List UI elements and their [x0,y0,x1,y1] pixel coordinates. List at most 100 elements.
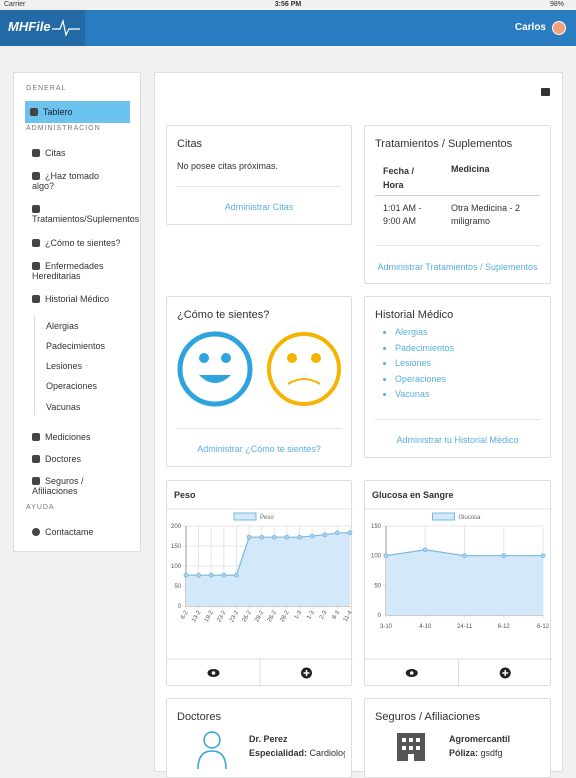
divider [375,195,540,196]
point [334,530,340,536]
area [186,532,350,606]
section-title: AYUDA [26,504,55,511]
point [383,553,389,559]
sub-item[interactable]: Lesiones [46,361,83,371]
sub-item[interactable]: Vacunas [46,402,81,412]
point [196,572,202,578]
nav-item[interactable]: ¿Cómo te sientes? [32,238,121,248]
sub-item[interactable]: Alergias [46,321,79,331]
nav-item[interactable]: Citas [32,148,66,158]
card-title: Tratamientos / Suplementos [375,138,513,150]
point [309,533,315,539]
insurer-name: Agromercantil [449,734,511,744]
point [259,534,265,540]
x-tick-label: 1-3 [294,609,304,620]
x-tick-label: 13-2 [191,609,203,623]
field-label: Póliza: [449,748,479,758]
y-tick-label: 0 [378,613,382,619]
nav-label: Tratamientos/Suplementos [32,214,140,224]
doctor-specialty: Especialidad: Cardiología [249,748,345,758]
card-title: Historial Médico [375,309,454,321]
card-link[interactable]: Administrar ¿Cómo te sientes? [197,444,321,454]
divider [177,186,341,187]
card-title: ¿Cómo te sientes? [177,309,270,321]
nav-label: Tablero [43,107,73,117]
nav-item-active[interactable]: Tablero [25,101,130,123]
nav-item[interactable]: Enfermedades Hereditarias [32,261,122,281]
legend-label: Peso [260,515,274,521]
x-tick-label: 4-10 [419,624,432,630]
table-header: Fecha / Hora [383,166,415,190]
list-link[interactable]: Lesiones [395,356,454,372]
x-tick-label: 28-2 [254,609,266,623]
y-tick-label: 50 [174,584,181,590]
nav-label: Historial Médico [45,294,110,304]
happy-face[interactable] [177,331,253,407]
historial-list: Alergias Padecimientos Lesiones Operacio… [365,325,454,403]
nav-item[interactable]: ¿Haz tomado algo? [32,171,122,191]
list-link[interactable]: Alergias [395,325,454,341]
point [540,553,546,559]
logo-line [52,18,80,37]
add-plus [502,670,509,676]
point [246,534,252,540]
x-tick-label: 2-3 [319,609,329,620]
faces [177,331,341,407]
point [221,572,227,578]
divider [375,245,540,246]
user-name[interactable]: Carlos [514,22,546,33]
time: 3:56 PM [274,1,302,8]
header: MHFile Carlos [0,10,576,46]
list-link[interactable]: Padecimientos [395,341,454,357]
nav-item[interactable]: Historial Médico [32,294,109,304]
sub-item[interactable]: Padecimientos [46,341,106,351]
x-tick-label: 11-4 [343,609,353,623]
point [271,534,277,540]
nav-item[interactable]: Mediciones [32,432,91,442]
x-tick-label: 19-2 [204,609,216,623]
card-title: Doctores [177,711,222,723]
panel-icon[interactable] [541,88,550,96]
carrier: Carrier [4,1,26,8]
sientes-card: ¿Cómo te sientes? Administrar ¿Cómo te s… [166,296,352,467]
x-tick-label: 8-3 [332,609,342,620]
section-title: ADMINISTRACIÓN [26,125,101,132]
battery: 98% [549,1,564,8]
y-tick-label: 100 [371,554,382,560]
nav-label: ¿Haz tomado algo? [32,171,100,191]
x-tick-label: 3-10 [380,624,393,630]
historial-card: Historial Médico Alergias Padecimientos … [364,296,551,458]
divider [375,419,540,420]
point [183,572,189,578]
card-link[interactable]: Administrar tu Historial Médico [396,435,519,445]
sub-item[interactable]: Operaciones [46,381,98,391]
submenu-line [34,315,35,415]
x-tick-label: 6-12 [498,624,511,630]
doctor-name: Dr. Perez [249,734,288,744]
point [297,534,302,540]
logo[interactable]: MHFile [8,19,51,34]
nav-item[interactable]: Seguros / Afiliaciones [32,476,112,496]
avatar[interactable] [552,21,566,35]
doctores-card: Doctores Dr. Perez Especialidad: Cardiol… [166,698,352,778]
legend-swatch [432,512,455,521]
nav-item[interactable]: Doctores [32,454,81,464]
point [501,553,507,559]
list-link[interactable]: Vacunas [395,387,454,403]
nav-item[interactable]: Contactame [32,527,94,537]
nav-item[interactable]: Tratamientos/Suplementos [32,204,142,224]
citas-card: Citas No posee citas próximas. Administr… [166,125,352,225]
x-tick-label: 23-2 [229,609,241,623]
point [422,547,428,553]
peso-card: Peso Peso 0 50 100 150 200 6-2 13-2 19-2 23-2 23-2 2… [166,480,354,687]
sidebar: GENERAL Tablero ADMINISTRACIÓN Citas ¿Ha… [13,72,141,552]
card-text: No posee citas próximas. [177,161,279,171]
card-link[interactable]: Administrar Tratamientos / Suplementos [377,262,538,272]
card-link[interactable]: Administrar Citas [224,202,294,212]
x-tick-label: 28-2 [279,609,291,623]
field-value: gsdfg [480,748,503,758]
x-tick-label: 28-2 [267,609,279,623]
list-link[interactable]: Operaciones [395,372,454,388]
neutral-face[interactable] [267,332,341,406]
x-tick-label: 23-2 [216,609,228,623]
